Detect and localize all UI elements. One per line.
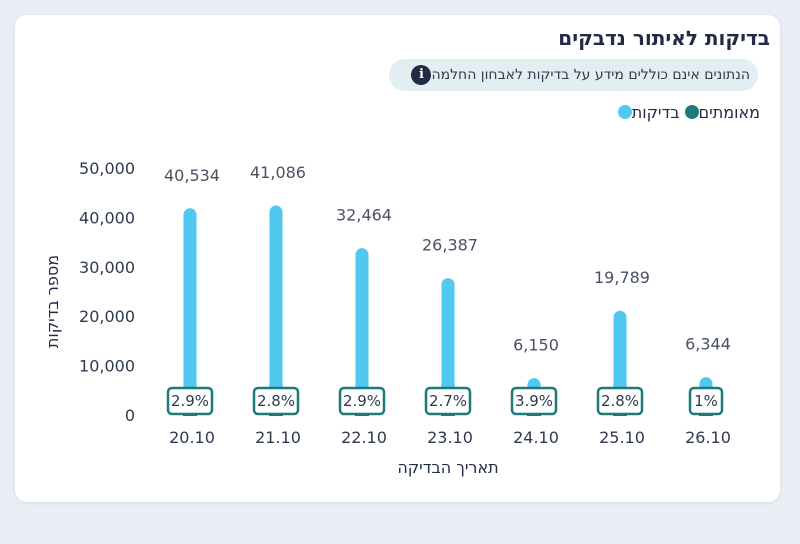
y-axis-title: מספר בדיקות — [43, 255, 62, 348]
y-tick-label: 50,000 — [79, 159, 135, 178]
info-icon[interactable]: i — [411, 65, 432, 85]
x-tick-label: 20.10 — [169, 428, 215, 447]
legend-label-tests: בדיקות — [631, 102, 680, 122]
y-tick-label: 10,000 — [79, 357, 135, 376]
info-note: i הנתונים אינם כוללים מידע על בדיקות לאב… — [389, 59, 758, 91]
x-tick-label: 24.10 — [513, 428, 559, 447]
legend-dot-confirmed — [684, 105, 699, 119]
positive-rate-label: 2.8% — [257, 392, 295, 410]
chart-legend: בדיקות מאומתים — [583, 100, 760, 124]
bar-tests — [441, 278, 455, 415]
bar-value-label: 40,534 — [164, 166, 220, 185]
bar-tests — [355, 248, 369, 415]
positive-rate-badge — [424, 386, 472, 416]
bar-value-label: 41,086 — [250, 163, 306, 182]
x-tick-label: 22.10 — [341, 428, 387, 447]
y-tick-label: 40,000 — [79, 208, 135, 227]
legend-label-confirmed: מאומתים — [698, 102, 761, 122]
positive-rate-label: 3.9% — [515, 392, 553, 410]
bar-value-label: 26,387 — [422, 236, 478, 255]
bar-tests — [269, 205, 283, 415]
x-tick-label: 26.10 — [685, 428, 731, 447]
legend-item-tests[interactable]: בדיקות — [613, 103, 680, 122]
positive-rate-label: 2.7% — [429, 392, 467, 410]
chart-card — [15, 15, 780, 502]
positive-rate-label: 2.9% — [171, 392, 209, 410]
legend-item-confirmed[interactable]: מאומתים — [680, 102, 761, 122]
bar-value-label: 19,789 — [594, 268, 650, 287]
info-note-text: הנתונים אינם כוללים מידע על בדיקות לאבחו… — [431, 67, 750, 83]
legend-dot-tests — [617, 105, 632, 119]
positive-rate-badge — [596, 386, 644, 416]
y-tick-label: 30,000 — [79, 258, 135, 277]
positive-rate-label: 1% — [694, 392, 718, 410]
y-tick-label: 0 — [125, 406, 135, 425]
bar-value-label: 6,150 — [513, 336, 559, 355]
positive-rate-badge — [338, 386, 386, 416]
chart-title: בדיקות לאיתור נדבקים — [558, 26, 770, 50]
positive-rate-badge — [252, 386, 300, 416]
x-axis-title: תאריך הבדיקה — [397, 458, 498, 477]
y-tick-label: 20,000 — [79, 307, 135, 326]
bar-value-label: 6,344 — [685, 335, 731, 354]
positive-rate-label: 2.9% — [343, 392, 381, 410]
positive-rate-label: 2.8% — [601, 392, 639, 410]
positive-rate-badge — [166, 386, 214, 416]
positive-rate-badge — [688, 386, 724, 416]
x-tick-label: 25.10 — [599, 428, 645, 447]
x-tick-label: 23.10 — [427, 428, 473, 447]
positive-rate-badge — [510, 386, 558, 416]
x-tick-label: 21.10 — [255, 428, 301, 447]
bar-tests — [183, 208, 197, 415]
bar-value-label: 32,464 — [336, 206, 392, 225]
